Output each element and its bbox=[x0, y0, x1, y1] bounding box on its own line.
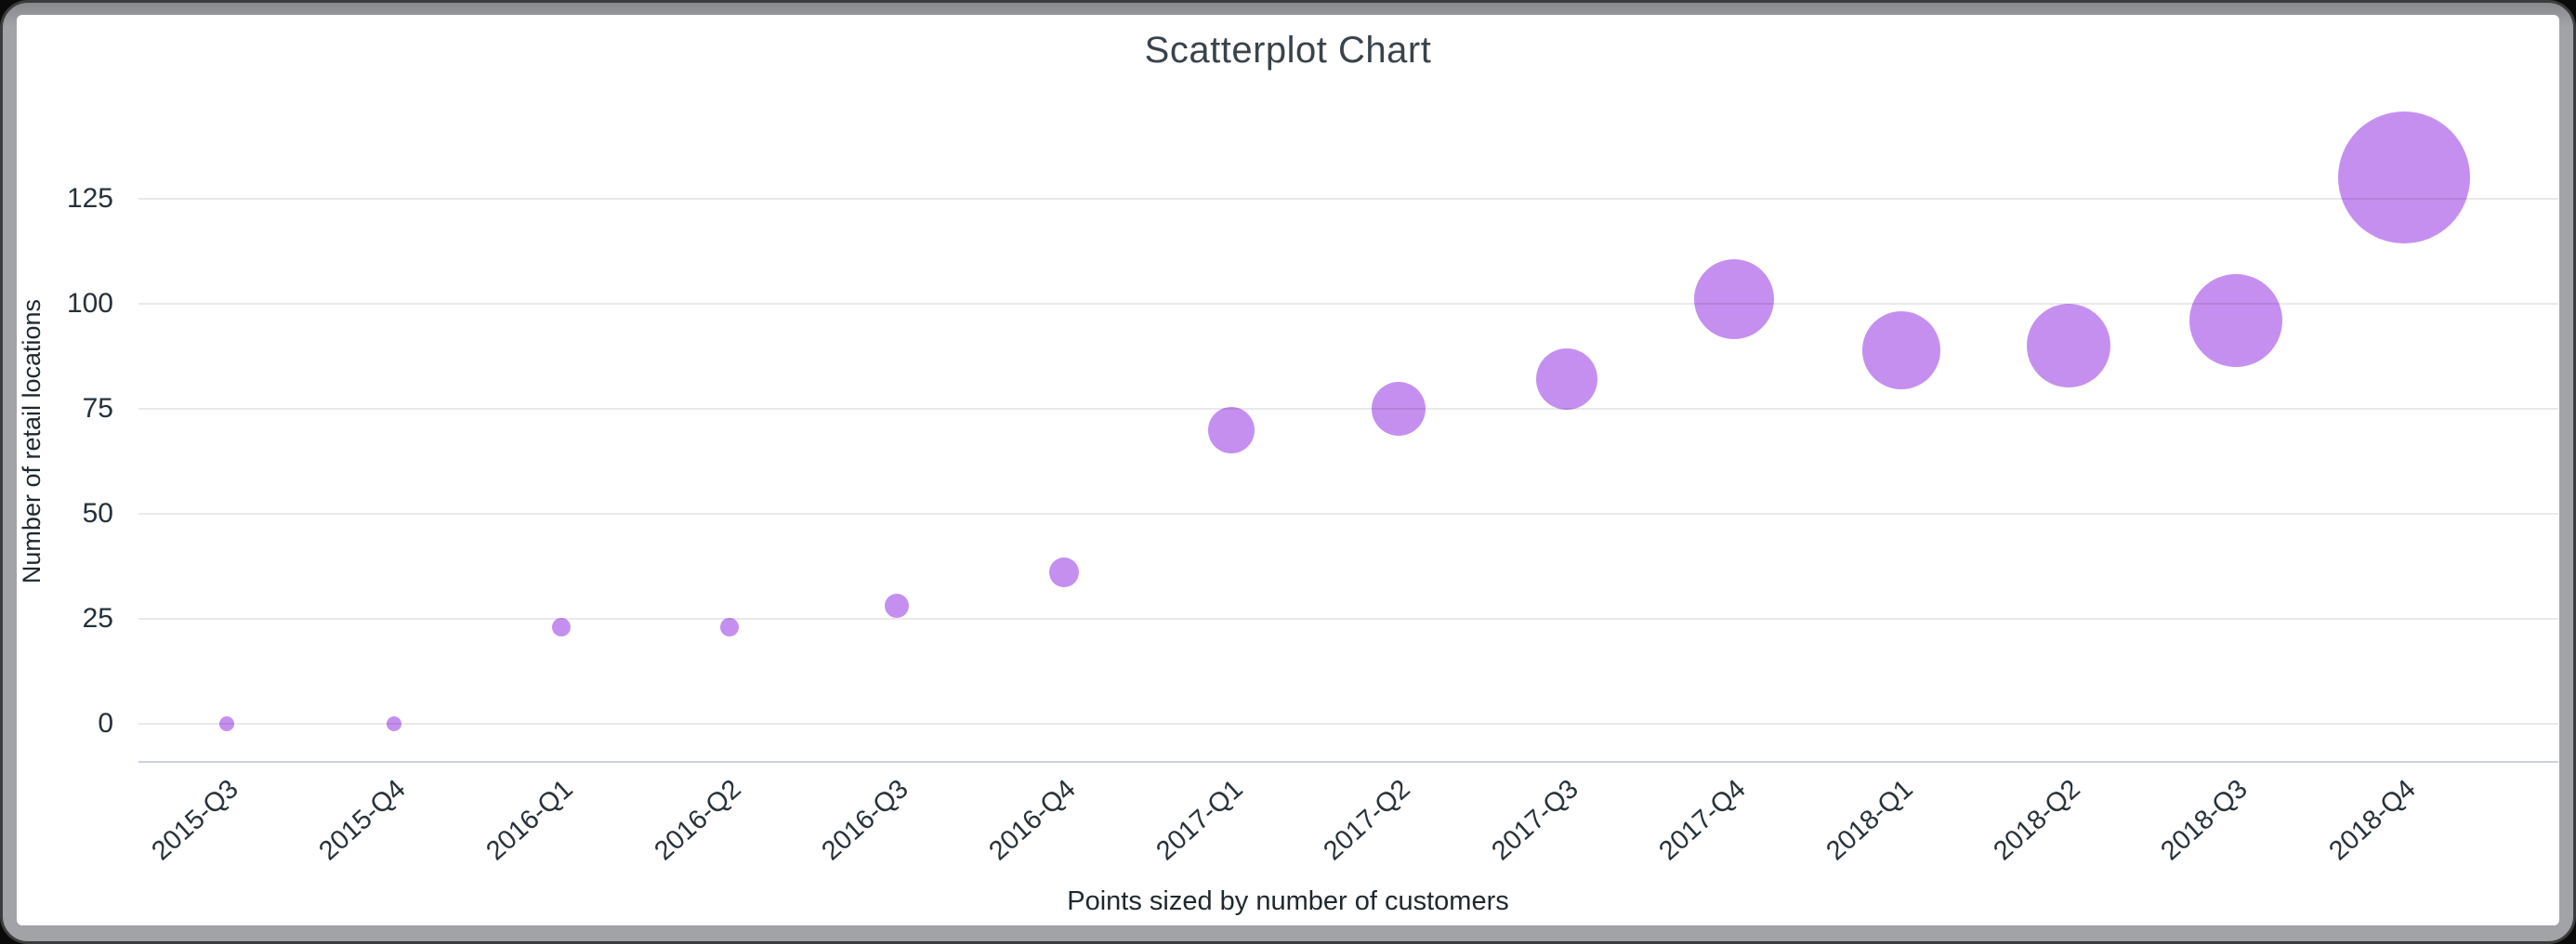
gridline-y-0 bbox=[138, 723, 2558, 725]
y-tick-label-75: 75 bbox=[82, 393, 113, 424]
data-point-2018-Q3[interactable] bbox=[2189, 274, 2283, 368]
gridline-y-25 bbox=[138, 618, 2558, 620]
x-axis-line bbox=[138, 761, 2558, 763]
data-point-2016-Q4[interactable] bbox=[1049, 557, 1079, 588]
data-point-2015-Q4[interactable] bbox=[387, 716, 402, 731]
y-axis-title: Number of retail locations bbox=[18, 298, 46, 584]
data-point-2015-Q3[interactable] bbox=[219, 716, 234, 731]
data-point-2016-Q3[interactable] bbox=[884, 594, 909, 619]
y-tick-label-0: 0 bbox=[98, 708, 113, 739]
y-tick-label-25: 25 bbox=[82, 603, 113, 634]
chart-card: Scatterplot Chart Number of retail locat… bbox=[17, 15, 2559, 925]
y-tick-label-100: 100 bbox=[66, 288, 113, 319]
x-axis-title: Points sized by number of customers bbox=[1067, 886, 1509, 916]
data-point-2017-Q2[interactable] bbox=[1372, 382, 1426, 436]
data-point-2017-Q1[interactable] bbox=[1208, 406, 1255, 453]
data-point-2016-Q2[interactable] bbox=[719, 618, 739, 637]
y-tick-label-50: 50 bbox=[82, 498, 113, 529]
gridline-y-125 bbox=[138, 198, 2558, 200]
y-tick-label-125: 125 bbox=[66, 183, 113, 214]
data-point-2018-Q4[interactable] bbox=[2337, 111, 2470, 244]
chart-title: Scatterplot Chart bbox=[1144, 30, 1432, 71]
data-point-2017-Q3[interactable] bbox=[1535, 348, 1597, 411]
gridline-y-75 bbox=[138, 408, 2558, 410]
data-point-2018-Q1[interactable] bbox=[1862, 310, 1940, 389]
data-point-2016-Q1[interactable] bbox=[552, 618, 572, 637]
gridline-y-50 bbox=[138, 513, 2558, 515]
data-point-2017-Q4[interactable] bbox=[1693, 259, 1774, 340]
gridline-y-100 bbox=[138, 303, 2558, 305]
data-point-2018-Q2[interactable] bbox=[2027, 304, 2111, 388]
